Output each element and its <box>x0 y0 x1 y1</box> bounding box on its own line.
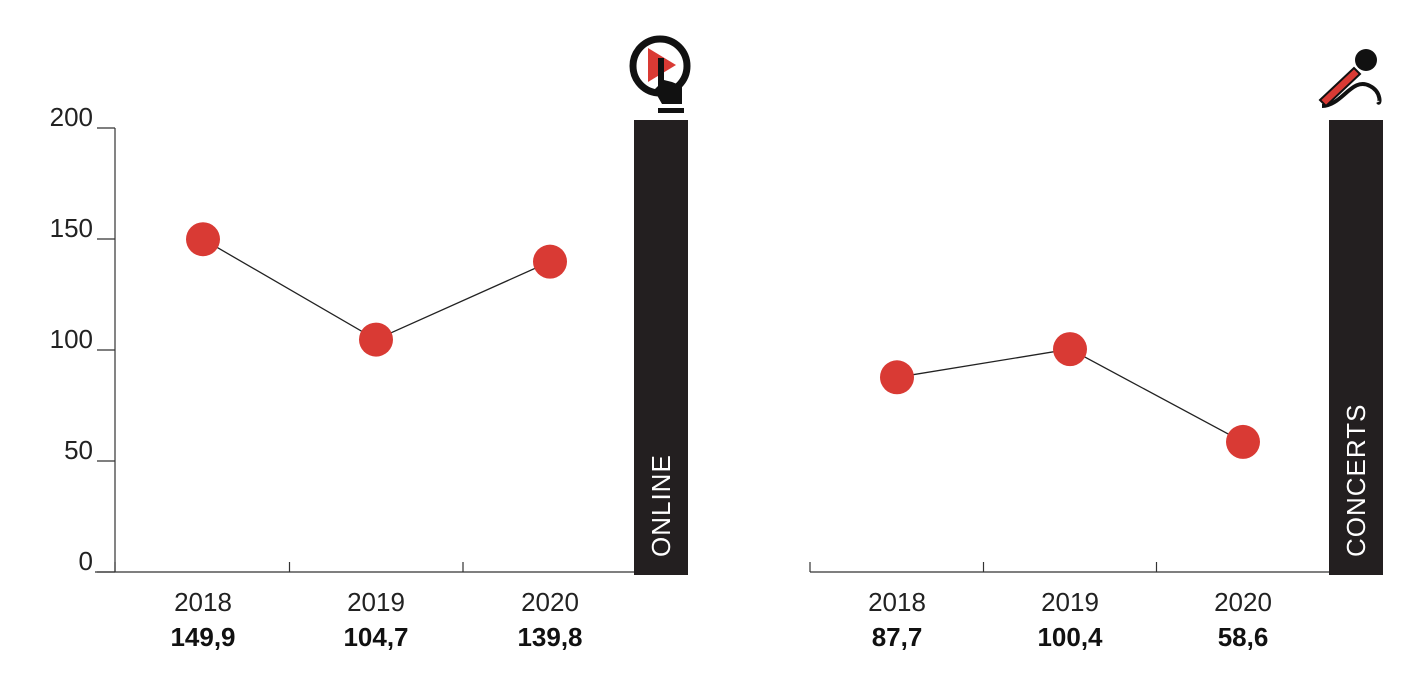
y-tick-label: 200 <box>50 102 93 132</box>
data-value-label: 58,6 <box>1218 622 1269 652</box>
mic-handle <box>1318 66 1362 108</box>
data-value-label: 104,7 <box>343 622 408 652</box>
x-category-label: 2020 <box>1214 587 1272 617</box>
data-value-label: 139,8 <box>517 622 582 652</box>
pointing-hand <box>654 58 682 104</box>
y-tick-label: 50 <box>64 435 93 465</box>
x-category-label: 2018 <box>868 587 926 617</box>
y-tick-label: 100 <box>50 324 93 354</box>
data-value-label: 87,7 <box>872 622 923 652</box>
data-point <box>533 244 567 279</box>
panel-title: ONLINE <box>646 454 676 557</box>
panel-title: CONCERTS <box>1341 404 1371 557</box>
x-category-label: 2019 <box>1041 587 1099 617</box>
data-point <box>359 322 393 357</box>
panel-title-bar <box>634 120 688 575</box>
data-point <box>1226 424 1260 459</box>
y-tick-label: 0 <box>79 546 93 576</box>
x-category-label: 2019 <box>347 587 405 617</box>
panel-title-bar <box>1329 120 1383 575</box>
x-category-label: 2018 <box>174 587 232 617</box>
microphone-icon <box>1318 49 1382 108</box>
play-button-hand-icon <box>629 35 691 113</box>
data-value-label: 149,9 <box>170 622 235 652</box>
data-value-label: 100,4 <box>1037 622 1103 652</box>
mic-head <box>1355 49 1377 71</box>
data-point <box>1053 332 1087 367</box>
data-point <box>186 222 220 257</box>
x-category-label: 2020 <box>521 587 579 617</box>
chart-panel-online: 0 50 100 150 200 2018 149,9 2019 104,7 2020 139,8 O… <box>50 35 691 652</box>
data-point <box>880 360 914 395</box>
y-tick-label: 150 <box>50 213 93 243</box>
chart-panel-concerts: 2018 87,7 2019 100,4 2020 58,6 CONCERTS <box>809 49 1383 652</box>
hand-cuff <box>658 108 684 113</box>
